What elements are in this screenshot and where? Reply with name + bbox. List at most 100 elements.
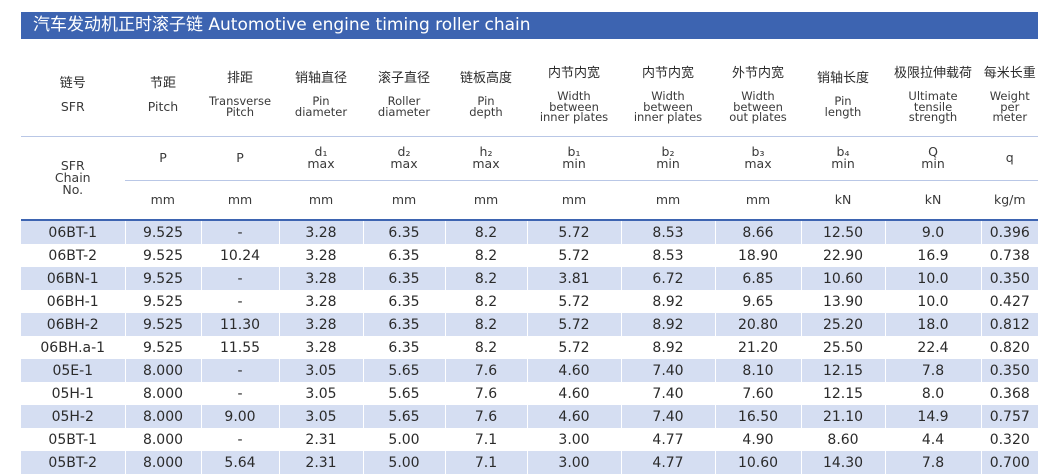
table-cell: 8.2 bbox=[444, 244, 527, 267]
chain-number-cell: 06BH-1 bbox=[21, 290, 125, 313]
table-cell: 8.60 bbox=[800, 428, 885, 451]
table-cell: 5.72 bbox=[526, 313, 621, 336]
column-symbol: q bbox=[980, 136, 1038, 181]
table-cell: 4.60 bbox=[526, 382, 621, 405]
table-cell: 8.000 bbox=[124, 428, 201, 451]
chain-number-cell: 06BN-1 bbox=[21, 267, 125, 290]
column-unit: mm bbox=[362, 180, 445, 221]
column-header-en: Weight bbox=[989, 89, 1030, 104]
column-symbol-text: q bbox=[1005, 150, 1014, 166]
table-row: 05BT-2 8.000 5.64 2.31 5.00 7.1 3.00 4.77 10.60 1… bbox=[21, 451, 1038, 474]
column-symbol: b₃ max bbox=[714, 136, 801, 181]
column-header-zh: 销轴直径 bbox=[294, 71, 347, 87]
table-cell: 16.50 bbox=[714, 405, 801, 428]
table-cell: 11.30 bbox=[200, 313, 279, 336]
chain-number-cell: 05H-1 bbox=[21, 382, 125, 405]
chain-spec-table: 链号 SFR 节距 Pitch 排距 Transverse Pitch 销轴直径 Pin diam… bbox=[21, 54, 1038, 474]
table-cell: 9.525 bbox=[124, 220, 201, 244]
column-header: 外节内宽 Width between out plates bbox=[714, 54, 801, 137]
table-row: 06BT-1 9.525-3.28 6.35 8.2 5.72 8.53 8.66 12.50… bbox=[21, 220, 1038, 244]
table-cell: 6.35 bbox=[362, 220, 445, 244]
column-unit: kN bbox=[884, 180, 981, 221]
table-cell: 4.60 bbox=[526, 359, 621, 382]
table-cell: 16.9 bbox=[884, 244, 981, 267]
column-header-en: Pitch bbox=[226, 104, 254, 119]
table-cell: - bbox=[200, 220, 279, 244]
column-header: 内节内宽 Width between inner plates bbox=[620, 54, 715, 137]
table-row: 05E-1 8.000-3.05 5.65 7.6 4.60 7.40 8.10 12.15 7… bbox=[21, 359, 1038, 382]
column-symbol: b₁ min bbox=[526, 136, 621, 181]
table-cell: 8.66 bbox=[714, 220, 801, 244]
column-unit: mm bbox=[714, 180, 801, 221]
table-row: 05BT-1 8.000-2.31 5.00 7.1 3.00 4.77 4.90 8.60 4… bbox=[21, 428, 1038, 451]
table-cell: 8.2 bbox=[444, 290, 527, 313]
table-cell: 3.28 bbox=[278, 313, 363, 336]
table-cell: 10.0 bbox=[884, 267, 981, 290]
table-cell: 6.35 bbox=[362, 313, 445, 336]
column-header-en: out plates bbox=[729, 109, 787, 124]
table-cell: 8.2 bbox=[444, 336, 527, 359]
table-cell: 3.28 bbox=[278, 267, 363, 290]
table-cell: 5.72 bbox=[526, 220, 621, 244]
column-header-zh: 节距 bbox=[149, 75, 176, 91]
column-header-zh: 链号 bbox=[59, 75, 86, 91]
column-unit: mm bbox=[278, 180, 363, 221]
column-header-en: meter bbox=[992, 109, 1028, 124]
chain-number-cell: 05H-2 bbox=[21, 405, 125, 428]
table-cell: 8.2 bbox=[444, 220, 527, 244]
table-cell: 3.28 bbox=[278, 244, 363, 267]
column-unit: mm bbox=[444, 180, 527, 221]
column-header-zh: 内节内宽 bbox=[547, 66, 600, 82]
table-title: 汽车发动机正时滚子链 Automotive engine timing roll… bbox=[21, 12, 1038, 39]
table-cell: 0.396 bbox=[980, 220, 1038, 244]
column-symbol-text: min bbox=[656, 156, 680, 171]
chain-no-header: SFR Chain No. bbox=[21, 136, 125, 221]
table-cell: 0.368 bbox=[980, 382, 1038, 405]
column-header: 每米长重 Weight per meter bbox=[980, 54, 1038, 137]
table-cell: 5.65 bbox=[362, 405, 445, 428]
table-cell: 10.24 bbox=[200, 244, 279, 267]
column-symbol: P bbox=[200, 136, 279, 181]
column-header-zh: 外节内宽 bbox=[731, 66, 784, 82]
chain-no-label: SFR bbox=[60, 157, 85, 173]
table-cell: 9.0 bbox=[884, 220, 981, 244]
column-header: 节距 Pitch bbox=[124, 54, 201, 137]
table-cell: 7.40 bbox=[620, 359, 715, 382]
table-cell: 12.15 bbox=[800, 382, 885, 405]
column-header-zh: 极限拉伸载荷 bbox=[893, 66, 972, 82]
column-header: 内节内宽 Width between inner plates bbox=[526, 54, 621, 137]
column-header-en: Width bbox=[651, 89, 685, 104]
table-cell: 8.2 bbox=[444, 313, 527, 336]
table-row: 06BN-1 9.525-3.28 6.35 8.2 3.81 6.72 6.85 10.60… bbox=[21, 267, 1038, 290]
table-cell: 5.00 bbox=[362, 451, 445, 474]
column-header-en: Pin bbox=[477, 94, 495, 109]
table-cell: 7.6 bbox=[444, 405, 527, 428]
table-cell: 5.65 bbox=[362, 359, 445, 382]
table-cell: 20.80 bbox=[714, 313, 801, 336]
table-cell: 6.35 bbox=[362, 267, 445, 290]
table-cell: 6.35 bbox=[362, 336, 445, 359]
table-cell: 8.000 bbox=[124, 451, 201, 474]
column-header-en: between bbox=[643, 99, 693, 114]
table-cell: - bbox=[200, 267, 279, 290]
table-cell: 21.20 bbox=[714, 336, 801, 359]
table-cell: 0.812 bbox=[980, 313, 1038, 336]
column-header-zh: 销轴长度 bbox=[816, 71, 869, 87]
column-symbol-text: h₂ bbox=[479, 144, 493, 160]
table-cell: 4.77 bbox=[620, 451, 715, 474]
table-cell: 18.90 bbox=[714, 244, 801, 267]
table-cell: 7.1 bbox=[444, 428, 527, 451]
table-cell: 9.525 bbox=[124, 267, 201, 290]
column-symbol: P bbox=[124, 136, 201, 181]
table-cell: 8.000 bbox=[124, 405, 201, 428]
column-unit: mm bbox=[620, 180, 715, 221]
table-row: 06BH-2 9.525 11.30 3.28 6.35 8.2 5.72 8.92 20.80… bbox=[21, 313, 1038, 336]
table-cell: 0.350 bbox=[980, 359, 1038, 382]
table-cell: 3.81 bbox=[526, 267, 621, 290]
table-cell: 9.525 bbox=[124, 336, 201, 359]
table-cell: 5.72 bbox=[526, 244, 621, 267]
table-cell: 14.9 bbox=[884, 405, 981, 428]
table-cell: 7.60 bbox=[714, 382, 801, 405]
